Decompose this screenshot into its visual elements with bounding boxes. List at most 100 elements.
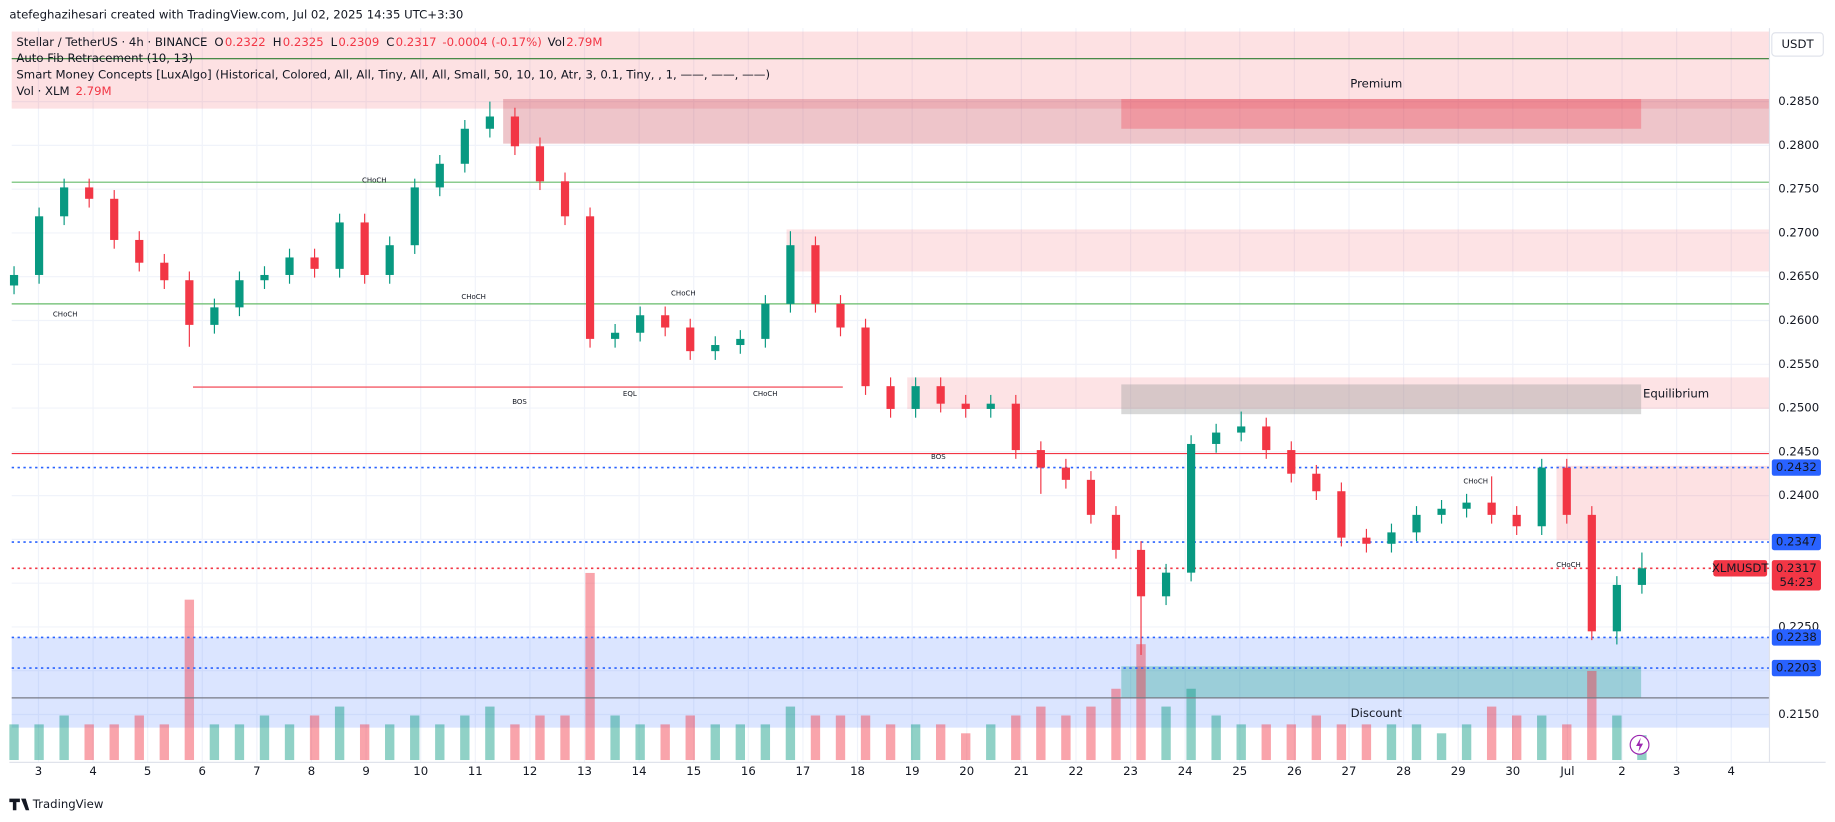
candle-body — [585, 216, 595, 339]
x-tick-label: Jul — [1559, 764, 1574, 778]
volume — [9, 572, 1647, 761]
volume-bar — [810, 715, 821, 761]
candle-body — [560, 181, 570, 217]
volume-bar — [860, 715, 871, 761]
author-line: atefeghazihesari created with TradingVie… — [9, 8, 463, 22]
annotation: BOS — [931, 452, 946, 461]
candle-body — [961, 403, 970, 409]
symbol-box — [1713, 560, 1768, 577]
y-tick-label: 0.2800 — [1778, 138, 1819, 152]
volume-bar — [1111, 688, 1121, 761]
x-tick-label: 24 — [1178, 764, 1193, 778]
volume-bar — [184, 599, 195, 761]
annotation: EQL — [623, 389, 637, 398]
candle-body — [736, 338, 745, 346]
x-tick-label: 3 — [35, 764, 42, 778]
ohlc-value: 0.2322 — [225, 35, 266, 49]
volume-bar — [1161, 706, 1171, 761]
price-label: 0.2347 — [1776, 535, 1817, 549]
candle-body — [1036, 450, 1045, 468]
zone — [786, 229, 1770, 272]
volume-bar — [535, 715, 545, 761]
candle-body — [636, 315, 645, 333]
y-tick-label: 0.2450 — [1778, 444, 1819, 458]
candle-body — [986, 403, 995, 409]
volume-bar — [1512, 715, 1522, 761]
volume-bar — [1061, 715, 1071, 761]
x-tick-label: 13 — [577, 764, 592, 778]
volume-value: 2.79M — [75, 84, 111, 98]
candle-body — [1612, 584, 1621, 632]
price-axis: 0.21500.22000.22500.23000.23500.24000.24… — [1712, 94, 1821, 721]
y-tick-label: 0.2850 — [1778, 94, 1819, 108]
currency: USDT — [1781, 37, 1814, 51]
x-tick-label: 21 — [1014, 764, 1029, 778]
volume-bar — [34, 724, 44, 761]
candle-body — [1337, 491, 1346, 538]
volume-bar — [209, 724, 220, 761]
candle-body — [611, 332, 620, 339]
volume-bar — [1136, 644, 1146, 761]
volume-bar — [59, 715, 69, 761]
price-label: 0.2203 — [1776, 661, 1817, 675]
y-tick-label: 0.2700 — [1778, 225, 1819, 239]
ohlc-key: L — [331, 35, 338, 49]
candle-body — [110, 198, 119, 240]
candle-body — [1111, 514, 1121, 550]
price-label: 0.2238 — [1776, 630, 1817, 644]
candle-body — [210, 307, 219, 325]
x-tick-label: 12 — [522, 764, 537, 778]
candle-body — [1387, 532, 1396, 544]
volume-bar — [410, 715, 420, 761]
volume-bar — [660, 724, 670, 761]
volume-bar — [309, 715, 320, 761]
volume-bar — [435, 724, 445, 761]
candle-body — [1537, 467, 1546, 527]
volume-bar — [234, 724, 245, 761]
x-tick-label: 3 — [1673, 764, 1680, 778]
candle-body — [285, 257, 294, 275]
candle-body — [1587, 514, 1596, 632]
volume-bar — [1562, 724, 1572, 761]
volume-bar — [685, 715, 695, 761]
volume-bar — [560, 715, 570, 761]
candle-body — [1637, 568, 1646, 585]
candle-body — [310, 257, 319, 269]
volume-bar — [460, 715, 470, 761]
candle-body — [60, 187, 69, 217]
annotation: CHoCH — [1556, 560, 1581, 569]
ohlc-key: H — [273, 35, 282, 49]
volume-bar — [1411, 724, 1422, 761]
vol-value: 2.79M — [566, 35, 602, 49]
candle-body — [260, 274, 269, 281]
x-tick-label: 27 — [1342, 764, 1357, 778]
volume-bar — [1361, 724, 1372, 761]
volume-bar — [1286, 724, 1296, 761]
x-tick-label: 10 — [413, 764, 428, 778]
candle-body — [1312, 473, 1321, 492]
volume-bar — [635, 724, 645, 761]
x-tick-label: 16 — [741, 764, 756, 778]
volume-legend: Vol · XLM 2.79M — [16, 84, 111, 98]
currency-box — [1771, 32, 1824, 57]
candle-body — [460, 128, 469, 164]
zone — [1121, 666, 1642, 698]
x-tick-label: 20 — [959, 764, 974, 778]
volume-bar — [1186, 688, 1196, 761]
volume-bar — [835, 715, 846, 761]
candle-body — [861, 327, 870, 387]
ohlc-key: C — [386, 35, 394, 49]
candle-body — [410, 187, 419, 246]
volume-bar — [134, 715, 144, 761]
change: -0.0004 (-0.17%) — [442, 35, 541, 49]
annotation: CHoCH — [1463, 477, 1488, 486]
symbol-label: XLMUSDT — [1712, 561, 1770, 575]
candle-body — [135, 239, 144, 263]
x-tick-label: 17 — [796, 764, 811, 778]
annotation: Discount — [1351, 706, 1403, 720]
zones — [11, 31, 1770, 728]
volume-bar — [961, 733, 971, 761]
x-tick-label: 2 — [1618, 764, 1625, 778]
volume-bar — [1436, 733, 1447, 761]
